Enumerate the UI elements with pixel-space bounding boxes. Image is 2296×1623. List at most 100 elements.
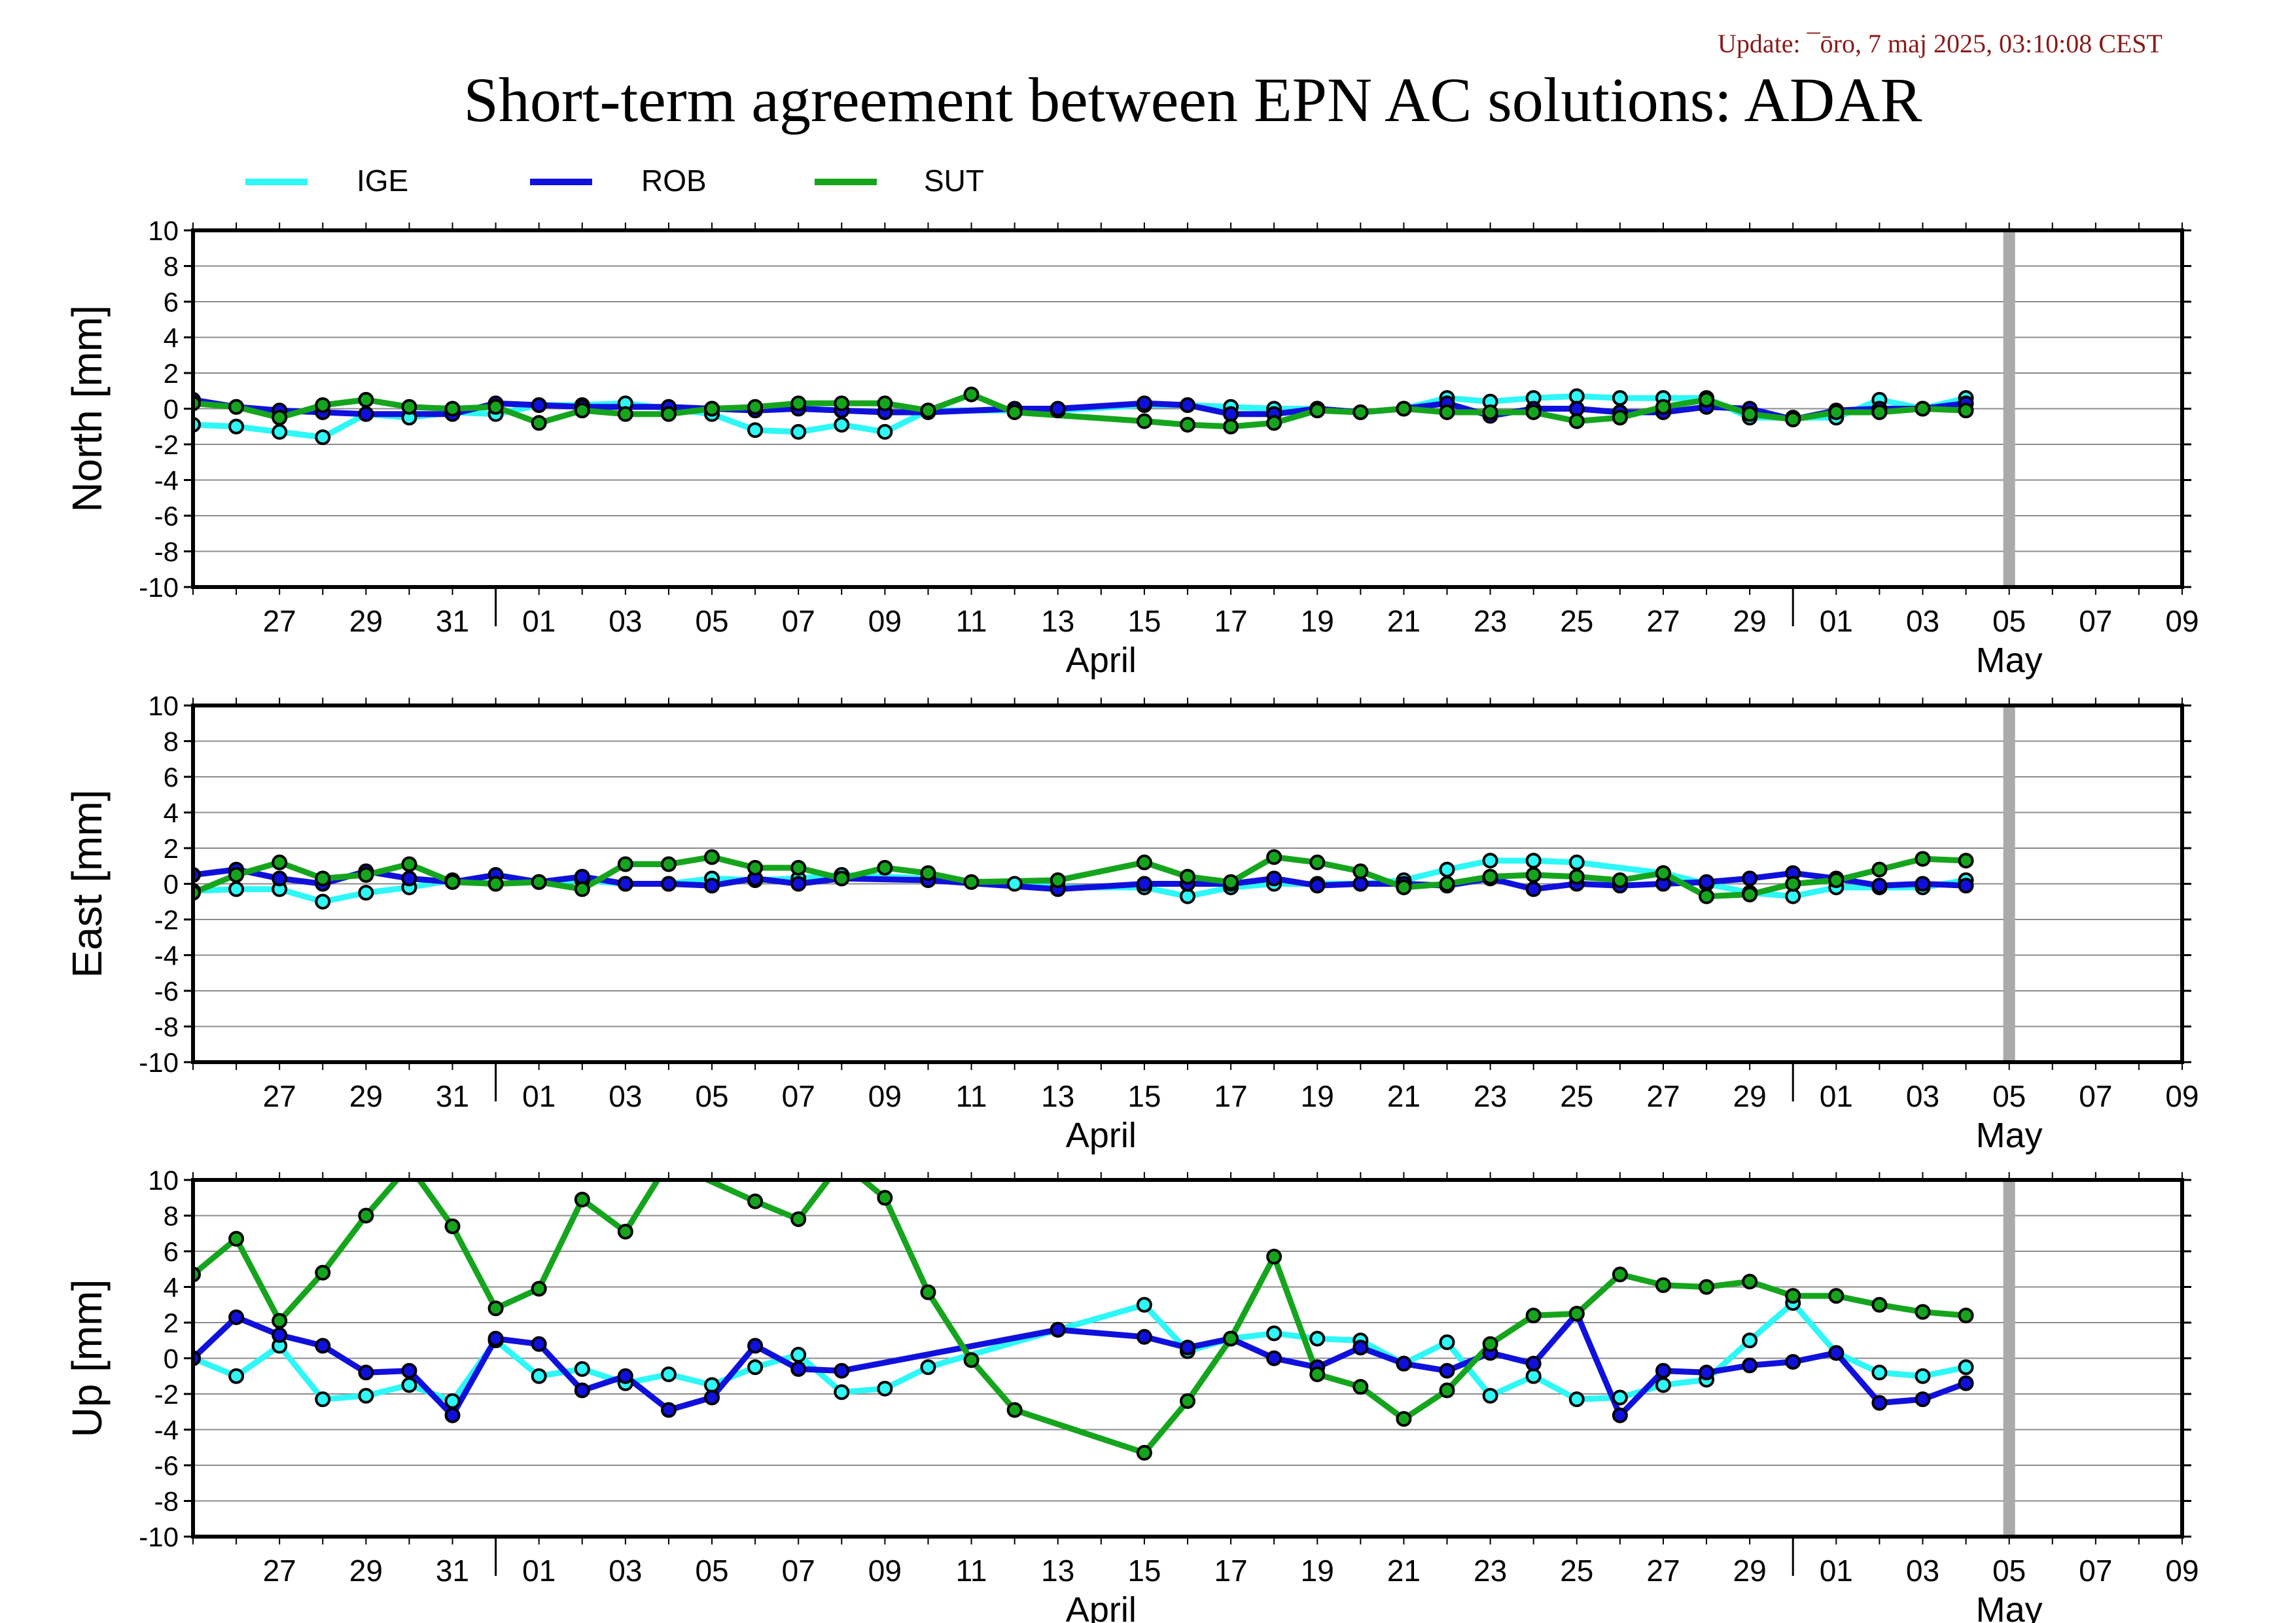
data-point-sut <box>1006 1402 1023 1418</box>
x-tick-label: 25 <box>1560 604 1593 638</box>
x-tick-label: 19 <box>1301 1554 1334 1588</box>
x-tick-label: 13 <box>1041 1079 1074 1113</box>
x-tick-label: 21 <box>1387 1079 1421 1113</box>
data-point-sut <box>963 1352 980 1368</box>
data-point-sut <box>1568 413 1585 429</box>
data-point-sut <box>1352 863 1369 880</box>
data-point-sut <box>1742 886 1758 902</box>
data-point-sut <box>1396 1411 1412 1427</box>
y-tick-label: 4 <box>164 798 179 829</box>
data-point-sut <box>1612 872 1628 889</box>
data-point-sut <box>358 1207 374 1224</box>
x-tick-label: 03 <box>1906 1079 1939 1113</box>
data-point-ige <box>444 1393 461 1409</box>
data-point-sut <box>1482 404 1498 420</box>
y-tick-label: 6 <box>164 762 179 793</box>
y-tick-label: 8 <box>164 251 179 282</box>
x-tick-label: 09 <box>2165 1554 2199 1588</box>
data-point-rob <box>1742 1357 1758 1374</box>
data-point-sut <box>1915 401 1931 417</box>
data-point-sut <box>790 395 807 412</box>
data-point-ige <box>358 1387 374 1404</box>
x-tick-label: 15 <box>1127 1554 1161 1588</box>
data-point-sut <box>531 1281 547 1297</box>
x-tick-label: 23 <box>1474 604 1507 638</box>
data-point-ige <box>1180 888 1195 904</box>
x-tick-label: 27 <box>263 1554 296 1588</box>
data-point-rob <box>1785 1353 1801 1370</box>
y-tick-label: 10 <box>148 690 179 721</box>
data-point-sut <box>1309 854 1326 870</box>
data-point-sut <box>1612 1266 1628 1283</box>
data-point-rob <box>1136 1329 1152 1345</box>
data-point-sut <box>228 1230 245 1247</box>
data-point-rob <box>401 1363 417 1379</box>
data-point-sut <box>747 399 764 415</box>
data-point-ige <box>920 1359 936 1376</box>
data-point-ige <box>315 893 331 910</box>
y-tick-label: -8 <box>154 1486 179 1517</box>
data-point-ige <box>272 423 288 440</box>
data-point-ige <box>1309 1330 1326 1347</box>
legend-item-ige: IGE <box>245 164 408 198</box>
data-point-rob <box>1266 1350 1282 1366</box>
x-tick-label: 17 <box>1214 1554 1248 1588</box>
y-axis-label: North [mm] <box>63 305 111 512</box>
data-point-sut <box>1180 417 1195 433</box>
data-point-sut <box>358 391 374 408</box>
data-point-sut <box>315 397 331 414</box>
data-point-sut <box>574 881 590 897</box>
data-point-rob <box>1828 1345 1845 1361</box>
data-point-sut <box>877 395 893 412</box>
x-tick-label: 01 <box>522 1079 556 1113</box>
x-tick-label: 19 <box>1301 604 1334 638</box>
data-point-sut <box>1482 1336 1498 1352</box>
data-point-rob <box>1396 1355 1412 1372</box>
data-point-ige <box>1655 1377 1671 1393</box>
data-point-sut <box>487 876 504 892</box>
x-tick-label: 07 <box>2079 604 2112 638</box>
data-point-rob <box>1050 1321 1066 1338</box>
y-tick-label: 6 <box>164 287 179 317</box>
data-point-sut <box>1828 1288 1845 1304</box>
x-tick-label: 21 <box>1387 1554 1421 1588</box>
data-point-rob <box>1352 876 1369 892</box>
data-point-sut <box>1396 401 1412 417</box>
y-tick-label: 10 <box>148 1165 179 1196</box>
x-tick-label: 23 <box>1474 1554 1507 1588</box>
data-point-rob <box>617 876 633 892</box>
x-tick-label: 07 <box>2079 1079 2112 1113</box>
data-point-sut <box>1785 876 1801 892</box>
data-point-sut <box>963 874 980 890</box>
data-point-sut <box>1525 1308 1542 1324</box>
data-point-rob <box>1871 878 1888 894</box>
data-point-ige <box>1482 853 1498 869</box>
data-point-sut <box>1915 1304 1931 1320</box>
data-point-rob <box>1223 406 1239 422</box>
data-point-sut <box>1699 1279 1715 1295</box>
x-tick-label: 07 <box>2079 1554 2112 1588</box>
series-layer <box>193 1180 1974 1461</box>
data-point-rob <box>1612 1407 1628 1423</box>
y-tick-label: 2 <box>164 1308 179 1338</box>
y-tick-label: -6 <box>154 1450 179 1481</box>
data-point-sut <box>747 1193 764 1209</box>
y-tick-label: 2 <box>164 833 179 864</box>
x-tick-label: 17 <box>1214 1079 1248 1113</box>
data-point-rob <box>487 1330 504 1347</box>
data-point-rob <box>1309 878 1326 894</box>
series-layer <box>193 849 1974 910</box>
x-tick-label: 11 <box>956 1079 987 1113</box>
y-axis-label: East [mm] <box>63 789 111 978</box>
panels: 10 8 6 4 2 0 -2 -4 -6 -8 -10 27 29 31 01 03 05 07 09 11 13 15… <box>63 215 2199 1623</box>
x-tick-label: 01 <box>522 1554 556 1588</box>
data-point-sut <box>1568 1306 1585 1322</box>
data-point-rob <box>401 870 417 887</box>
data-point-sut <box>1958 402 1974 419</box>
x-tick-label: 05 <box>1992 1554 2026 1588</box>
data-point-sut <box>1915 851 1931 867</box>
data-point-sut <box>1699 391 1715 408</box>
data-point-rob <box>1180 397 1195 414</box>
data-point-sut <box>920 402 936 419</box>
